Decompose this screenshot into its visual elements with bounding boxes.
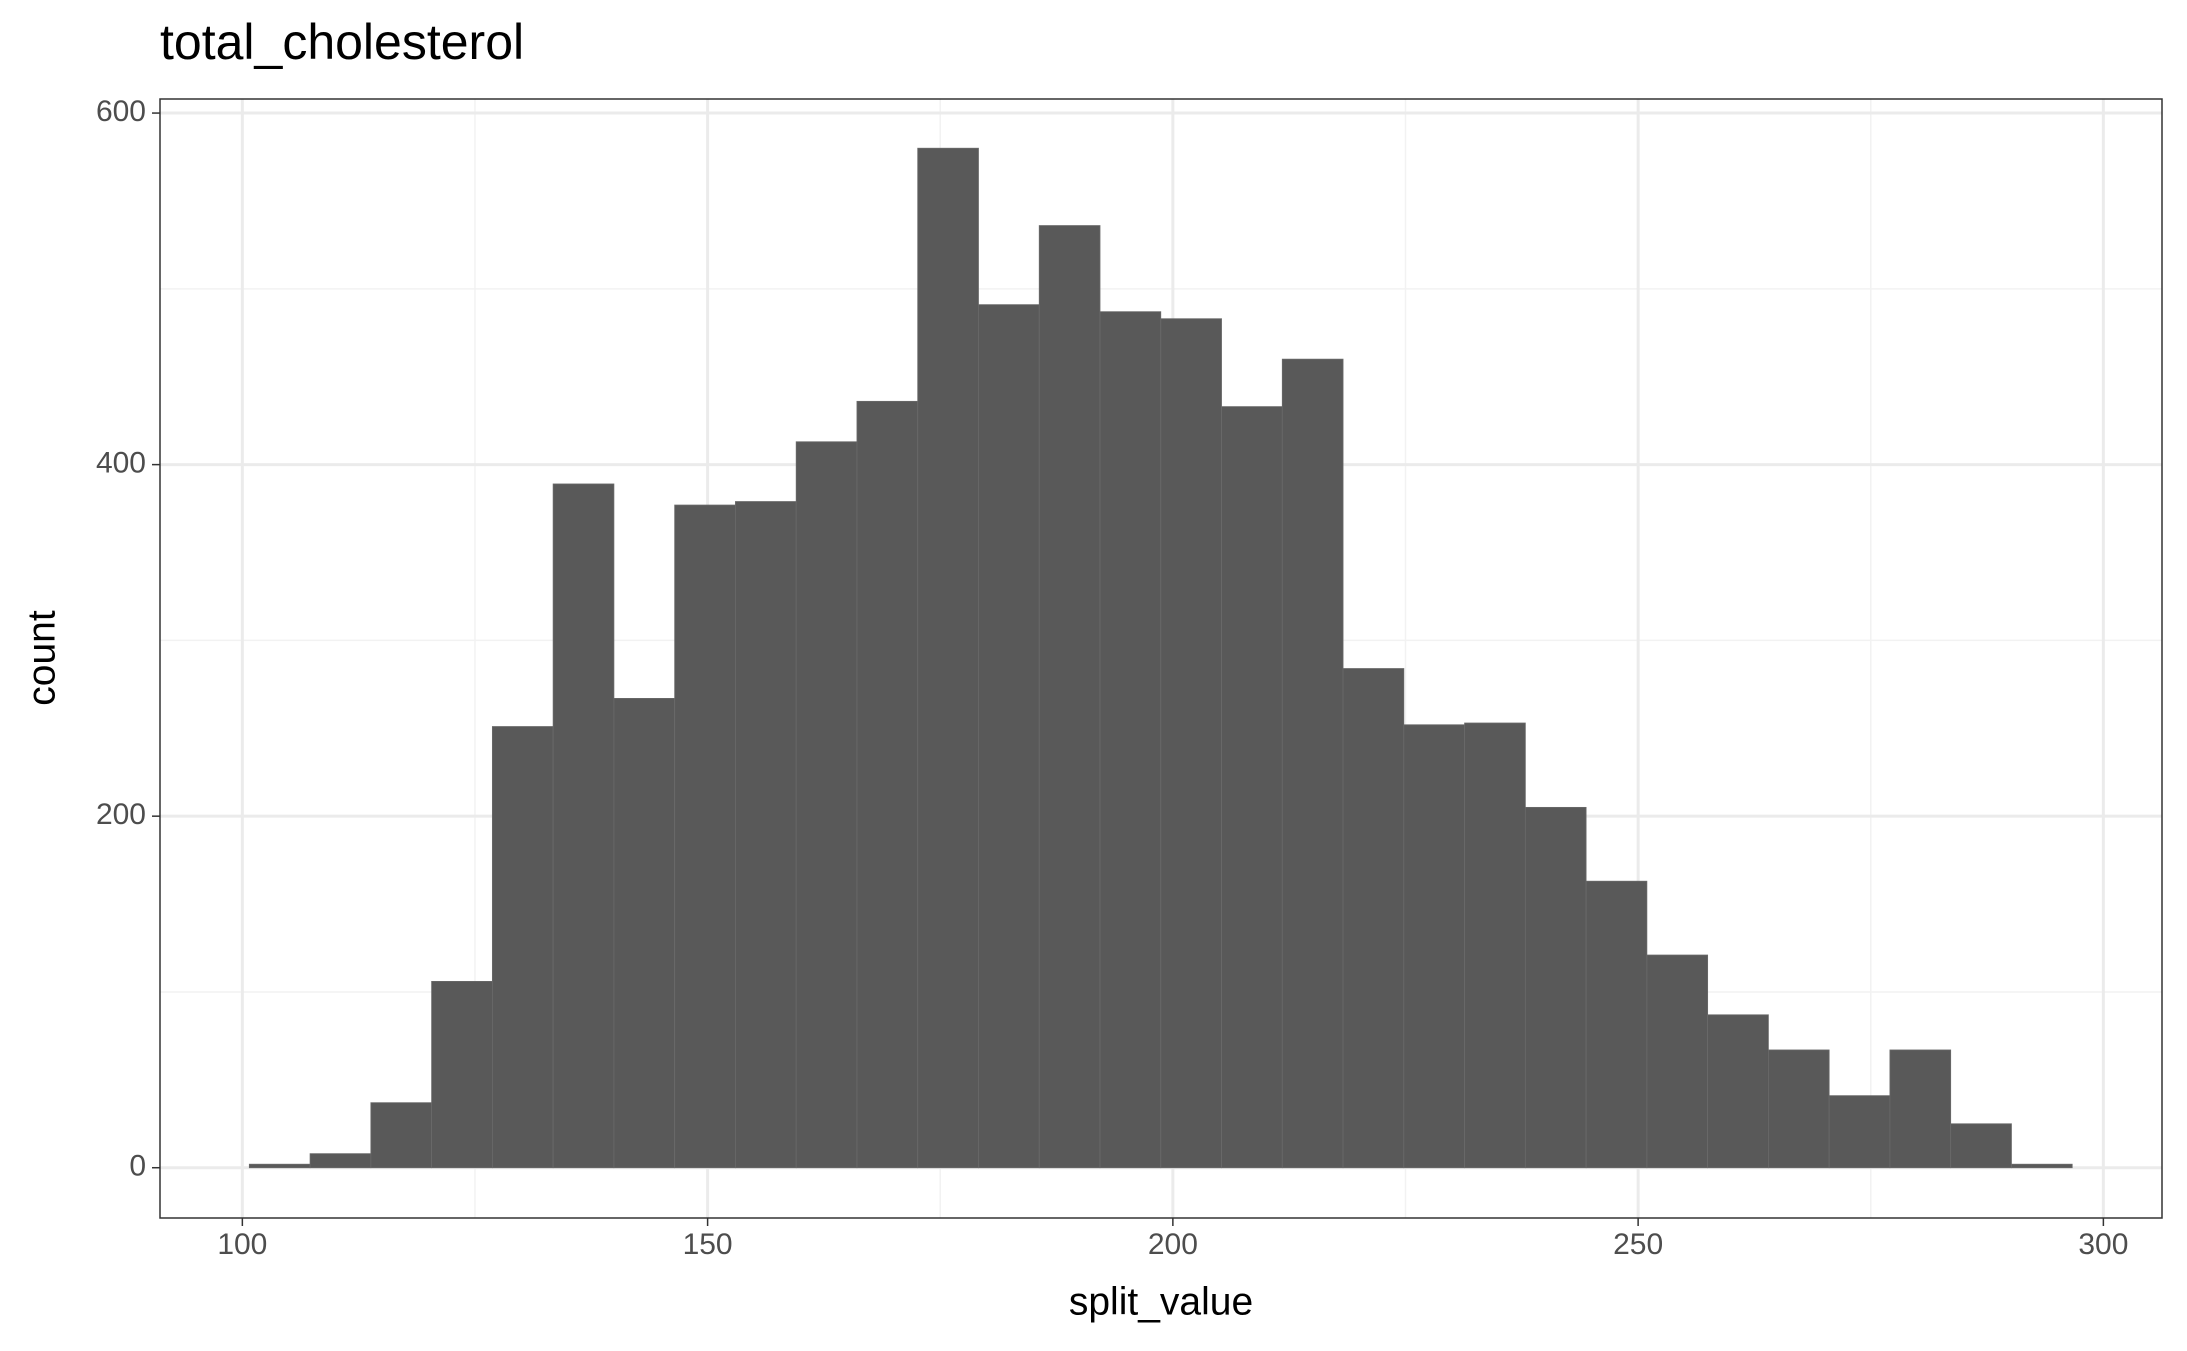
- bar: [1099, 311, 1162, 1169]
- x-tick-label: 200: [1148, 1228, 1198, 1261]
- bar: [1524, 806, 1587, 1169]
- x-tick-label: 250: [1613, 1228, 1663, 1261]
- bar: [491, 726, 554, 1169]
- bar: [1281, 358, 1344, 1169]
- x-tick-label: 300: [2078, 1228, 2128, 1261]
- bar: [370, 1102, 433, 1169]
- bar: [1585, 880, 1648, 1169]
- bar: [917, 147, 979, 1169]
- y-tick-label: 600: [96, 95, 146, 128]
- bar: [1342, 668, 1405, 1169]
- y-tick-label: 200: [96, 798, 146, 831]
- y-axis-title: count: [20, 610, 63, 706]
- y-tick-label: 0: [129, 1150, 146, 1183]
- bar: [1221, 406, 1283, 1169]
- bar: [1464, 722, 1526, 1169]
- bar: [1403, 724, 1465, 1169]
- bar: [1889, 1049, 1952, 1169]
- y-tick-label: 400: [96, 447, 146, 480]
- x-tick-label: 150: [683, 1228, 733, 1261]
- chart-title: total_cholesterol: [160, 14, 524, 70]
- bar: [1160, 318, 1222, 1169]
- bar: [978, 304, 1040, 1169]
- panel-border: [159, 98, 2163, 1219]
- bar: [2011, 1163, 2073, 1169]
- bar: [248, 1163, 311, 1169]
- bar: [1950, 1123, 2012, 1169]
- x-axis-title: split_value: [1069, 1280, 1253, 1323]
- bar: [1707, 1014, 1769, 1169]
- bar: [431, 981, 493, 1169]
- bar: [309, 1153, 372, 1169]
- bar: [795, 441, 858, 1169]
- bar: [1646, 954, 1709, 1169]
- bar: [735, 501, 797, 1169]
- bar: [613, 698, 676, 1169]
- bar: [552, 483, 615, 1169]
- x-tick-label: 100: [217, 1228, 267, 1261]
- bar: [1038, 225, 1101, 1169]
- bar: [1828, 1095, 1891, 1169]
- bar: [674, 504, 736, 1169]
- bar: [1767, 1049, 1830, 1169]
- bar: [856, 400, 919, 1169]
